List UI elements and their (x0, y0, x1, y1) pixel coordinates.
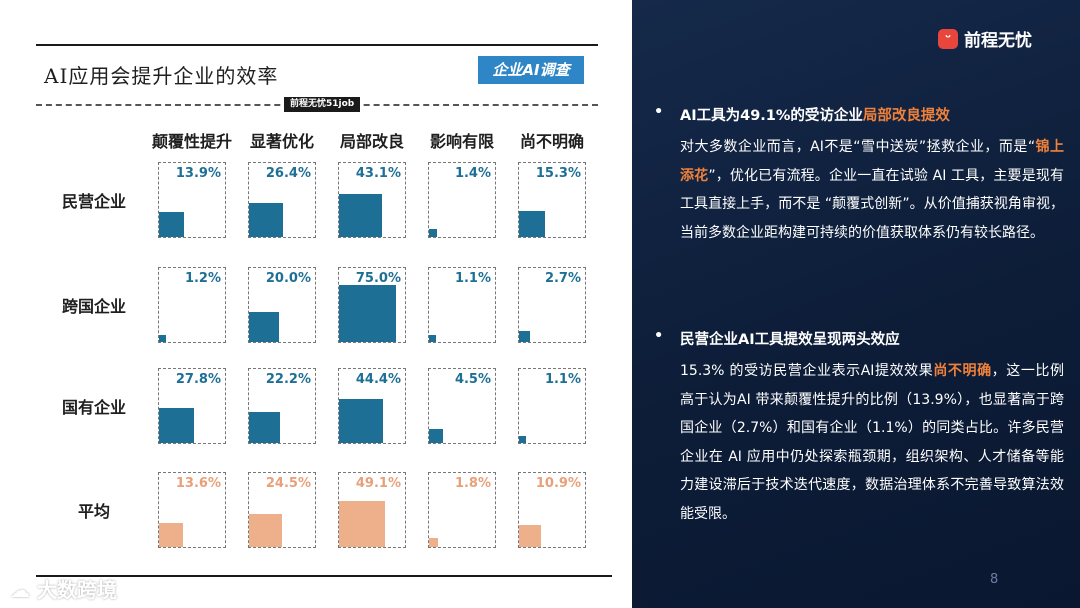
data-label: 1.1% (544, 372, 581, 387)
bullet-icon: • (654, 104, 664, 120)
survey-tag: 企业AI调查 (478, 56, 584, 84)
data-label: 44.4% (355, 372, 401, 387)
data-label: 13.9% (175, 166, 221, 181)
value-square (519, 436, 526, 443)
chart-cell: 1.2% (158, 267, 226, 343)
data-label: 49.1% (355, 476, 401, 491)
chart-cell: 44.4% (338, 368, 406, 444)
chart-cell: 2.7% (518, 267, 586, 343)
chart-cell: 13.6% (158, 472, 226, 548)
section-2-body: 15.3% 的受访民营企业表示AI提效效果尚不明确，这一比例高于认为AI 带来颠… (680, 363, 1064, 522)
watermark: ☁ 大数跨境 (10, 578, 117, 602)
chart-cell: 26.4% (248, 162, 316, 238)
value-square (429, 335, 436, 342)
chart-cell: 24.5% (248, 472, 316, 548)
value-square (249, 312, 279, 342)
value-square (159, 335, 166, 342)
data-label: 20.0% (265, 271, 311, 286)
smile-icon: ᵕ (938, 28, 958, 49)
source-label: 前程无忧51job (284, 97, 361, 112)
chart-cell: 27.8% (158, 368, 226, 444)
bottom-rule (36, 575, 612, 577)
section-1: • AI工具为49.1%的受访企业局部改良提效 对大多数企业而言，AI不是“雪中… (654, 104, 1064, 247)
row-header: 国有企业 (61, 398, 126, 417)
value-square (339, 501, 385, 547)
value-square (249, 203, 283, 237)
row-header: 平均 (77, 502, 110, 521)
section-2-heading: • 民营企业AI工具提效呈现两头效应 (654, 328, 900, 348)
value-square (339, 399, 383, 443)
chart-cell: 43.1% (338, 162, 406, 238)
data-label: 26.4% (265, 166, 311, 181)
chart-cell: 13.9% (158, 162, 226, 238)
section-2: • 民营企业AI工具提效呈现两头效应 15.3% 的受访民营企业表示AI提效效果… (654, 328, 1064, 528)
value-square (429, 229, 437, 237)
value-square (519, 525, 541, 547)
data-label: 10.9% (535, 476, 581, 491)
data-label: 15.3% (535, 166, 581, 181)
brand-logo: ᵕ 前程无忧 (938, 26, 1032, 51)
value-square (429, 538, 438, 547)
chart-cell: 4.5% (428, 368, 496, 444)
value-square (159, 408, 194, 443)
right-panel (632, 0, 1080, 608)
column-header: 尚不明确 (519, 132, 584, 151)
chart-cell: 20.0% (248, 267, 316, 343)
column-header: 颠覆性提升 (152, 132, 233, 151)
value-square (249, 412, 280, 443)
column-header: 影响有限 (429, 132, 494, 151)
chart-cell: 1.4% (428, 162, 496, 238)
data-label: 1.1% (454, 271, 491, 286)
data-label: 24.5% (265, 476, 311, 491)
chart-cell: 75.0% (338, 267, 406, 343)
chart-cell: 15.3% (518, 162, 586, 238)
cloud-icon: ☁ (10, 578, 37, 602)
row-header: 民营企业 (61, 192, 126, 211)
chart-cell: 1.8% (428, 472, 496, 548)
chart-cell: 49.1% (338, 472, 406, 548)
row-header: 跨国企业 (61, 297, 126, 316)
top-rule (36, 44, 598, 46)
value-square (519, 211, 545, 237)
data-label: 4.5% (454, 372, 491, 387)
data-label: 22.2% (265, 372, 311, 387)
chart-cell: 1.1% (428, 267, 496, 343)
column-header: 局部改良 (339, 132, 404, 151)
data-label: 27.8% (175, 372, 221, 387)
data-label: 1.4% (454, 166, 491, 181)
section-1-heading: • AI工具为49.1%的受访企业局部改良提效 (654, 104, 950, 124)
value-square (429, 429, 443, 443)
value-square (159, 523, 183, 547)
value-square (159, 212, 184, 237)
chart-cell: 1.1% (518, 368, 586, 444)
value-square (339, 194, 382, 237)
value-square (339, 285, 396, 342)
page-title: AI应用会提升企业的效率 (44, 64, 279, 88)
brand-name: 前程无忧 (964, 31, 1032, 51)
column-header: 显著优化 (249, 132, 314, 151)
data-label: 75.0% (355, 271, 401, 286)
data-label: 2.7% (544, 271, 581, 286)
data-label: 43.1% (355, 166, 401, 181)
chart-cell: 10.9% (518, 472, 586, 548)
left-panel: AI应用会提升企业的效率 企业AI调查 前程无忧51job 颠覆性提升 显著优化 局… (10, 44, 612, 602)
bullet-icon: • (654, 328, 664, 344)
data-label: 1.8% (454, 476, 491, 491)
data-label: 13.6% (175, 476, 221, 491)
section-1-body: 对大多数企业而言，AI不是“雪中送炭”拯救企业，而是“锦上添花”，优化已有流程。… (680, 139, 1065, 241)
data-label: 1.2% (184, 271, 221, 286)
value-square (519, 331, 530, 342)
value-square (249, 514, 282, 547)
page-number: 8 (990, 572, 999, 587)
chart-cell: 22.2% (248, 368, 316, 444)
